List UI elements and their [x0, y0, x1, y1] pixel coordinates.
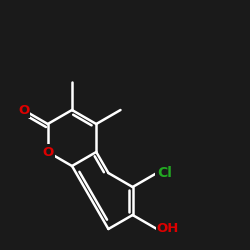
Text: OH: OH	[157, 222, 179, 235]
Text: O: O	[18, 104, 29, 117]
Text: Cl: Cl	[157, 166, 172, 180]
Text: O: O	[42, 146, 54, 158]
